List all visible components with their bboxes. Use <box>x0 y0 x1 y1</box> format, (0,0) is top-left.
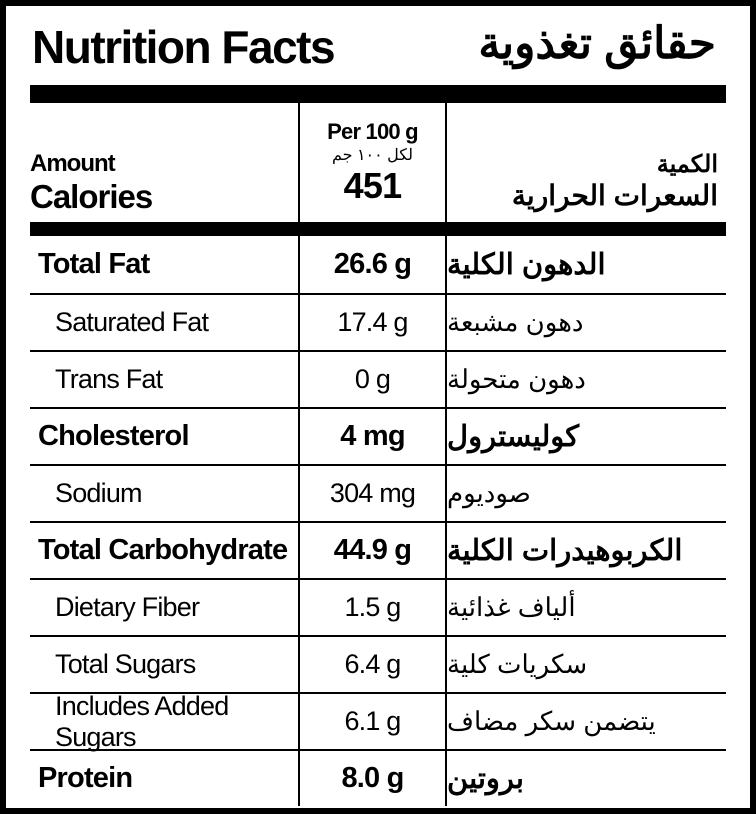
nutrient-amount: 17.4 g <box>298 293 447 350</box>
calories-label-arabic: السعرات الحرارية <box>511 180 719 211</box>
header-right: الكمية السعرات الحرارية <box>447 103 726 222</box>
nutrient-name: Total Carbohydrate <box>30 521 298 578</box>
header-left: Amount Calories <box>30 103 298 222</box>
nutrient-name: Trans Fat <box>30 350 298 407</box>
nutrient-amount: 8.0 g <box>298 749 447 806</box>
calories-label: Calories <box>30 178 153 215</box>
amount-label-arabic: الكمية <box>656 151 719 178</box>
nutrient-name-arabic: الكربوهيدرات الكلية <box>447 521 726 578</box>
per-label-arabic: لكل ١٠٠ جم <box>331 146 414 164</box>
nutrient-name: Includes Added Sugars <box>30 691 298 752</box>
thick-bar <box>30 222 726 236</box>
nutrient-amount: 6.4 g <box>298 635 447 692</box>
nutrient-name: Total Fat <box>38 248 150 280</box>
nutrient-name-arabic: بروتين <box>447 749 726 806</box>
nutrient-name: Sodium <box>30 464 298 521</box>
nutrient-name-arabic: صوديوم <box>447 464 726 521</box>
nutrient-amount: 0 g <box>298 350 447 407</box>
title-arabic: حقائق تغذوية <box>478 19 716 68</box>
nutrient-name: Protein <box>30 749 298 806</box>
per-label: Per 100 g <box>327 118 418 144</box>
amount-label: Amount <box>30 150 116 177</box>
nutrient-name: Saturated Fat <box>30 293 298 350</box>
nutrient-name-arabic: دهون مشبعة <box>447 293 726 350</box>
thick-bar <box>30 85 726 103</box>
header-middle: Per 100 g لكل ١٠٠ جم 451 <box>298 103 447 222</box>
calories-value: 451 <box>343 164 402 206</box>
nutrient-name-arabic: يتضمن سكر مضاف <box>447 692 726 749</box>
nutrient-name-arabic: الدهون الكلية <box>447 249 606 281</box>
nutrient-amount: 304 mg <box>298 464 447 521</box>
nutrient-name-arabic: ألياف غذائية <box>447 578 726 635</box>
nutrient-name-arabic: سكريات كلية <box>447 635 726 692</box>
title: Nutrition Facts <box>32 21 336 73</box>
nutrient-amount: 44.9 g <box>298 521 447 578</box>
nutrient-amount: 4 mg <box>298 407 447 464</box>
nutrient-amount: 1.5 g <box>298 578 447 635</box>
nutrient-name: Cholesterol <box>30 407 298 464</box>
facts-table: Amount Calories Per 100 g لكل ١٠٠ جم 451… <box>30 103 726 806</box>
nutrient-name-arabic: دهون متحولة <box>447 350 726 407</box>
nutrient-name: Dietary Fiber <box>30 578 298 635</box>
nutrient-name: Total Sugars <box>30 635 298 692</box>
nutrient-amount: 26.6 g <box>298 236 447 293</box>
nutrient-name-arabic: كوليسترول <box>447 407 726 464</box>
nutrient-amount: 6.1 g <box>298 692 447 749</box>
